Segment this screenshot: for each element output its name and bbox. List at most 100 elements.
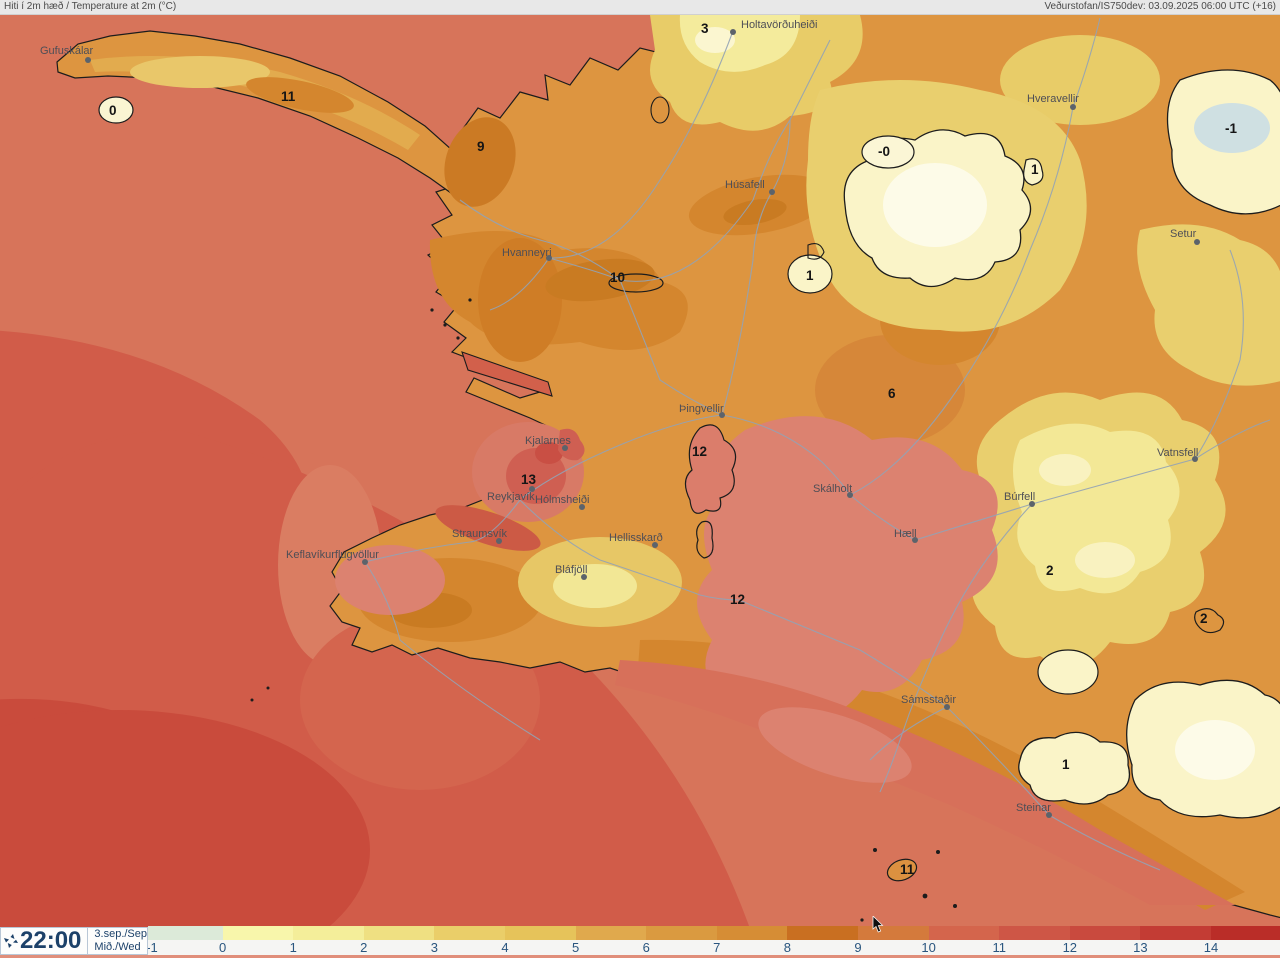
colorbar-tick: 10 bbox=[921, 940, 936, 955]
time-scale-bar: -1 0 1 2 3 4 5 6 7 8 9 10 11 12 13 14 22:00 3.sep./Sep … bbox=[0, 924, 1280, 958]
place-label: Holtavörðuheiði bbox=[741, 19, 818, 31]
pan-arrows-icon bbox=[3, 934, 18, 948]
colorbar-segment bbox=[504, 926, 576, 940]
place-label: Gufuskálar bbox=[40, 45, 94, 57]
place-dot bbox=[847, 492, 853, 498]
time-display-box: 22:00 3.sep./Sep Mið./Wed bbox=[0, 927, 148, 955]
colorbar-segment bbox=[1210, 926, 1280, 940]
place-label: Straumsvík bbox=[452, 528, 508, 540]
temp-contour-label: 1 bbox=[1031, 162, 1039, 177]
place-dot bbox=[579, 504, 585, 510]
place-dot bbox=[1029, 501, 1035, 507]
place-dot bbox=[1070, 104, 1076, 110]
place-label: Kjalarnes bbox=[525, 435, 571, 447]
temp-contour-label: 3 bbox=[701, 21, 709, 36]
colorbar-tick: 3 bbox=[430, 940, 439, 955]
place-dot bbox=[1046, 812, 1052, 818]
temp-contour-label: 11 bbox=[281, 89, 296, 104]
place-dot bbox=[652, 542, 658, 548]
place-dot bbox=[730, 29, 736, 35]
colorbar-segment bbox=[222, 926, 294, 940]
place-dot bbox=[496, 538, 502, 544]
place-dot bbox=[1194, 239, 1200, 245]
colorbar-tick: 7 bbox=[713, 940, 721, 955]
place-label: Búrfell bbox=[1004, 491, 1036, 503]
place-dot bbox=[719, 412, 725, 418]
temperature-colorbar bbox=[148, 926, 1280, 940]
place-dot bbox=[562, 445, 568, 451]
map-title: Hiti í 2m hæð / Temperature at 2m (°C) bbox=[4, 1, 177, 12]
temp-contour-label: 0 bbox=[109, 103, 117, 118]
model-run-info: Veðurstofan/IS750dev: 03.09.2025 06:00 U… bbox=[1044, 1, 1276, 12]
place-label: Reykjavík bbox=[487, 491, 535, 503]
place-label: Setur bbox=[1170, 228, 1197, 240]
place-label: Þingvellir bbox=[679, 403, 724, 415]
colorbar-tick: 12 bbox=[1062, 940, 1078, 955]
colorbar-tick: 1 bbox=[289, 940, 297, 955]
place-label: Hvanneyri bbox=[502, 247, 552, 259]
colorbar-tick: 4 bbox=[501, 940, 509, 955]
place-label: Sámsstaðir bbox=[901, 694, 957, 706]
place-dot bbox=[1192, 456, 1198, 462]
colorbar-tick: 13 bbox=[1133, 940, 1148, 955]
place-label: Vatnsfell bbox=[1157, 447, 1199, 459]
colorbar-tick: -1 bbox=[146, 940, 158, 955]
colorbar-tick: 6 bbox=[642, 940, 650, 955]
place-label: Hveravellir bbox=[1027, 93, 1079, 105]
temp-contour-label: -1 bbox=[1225, 121, 1238, 136]
temp-contour-label: 9 bbox=[477, 139, 485, 154]
forecast-date-line2: Mið./Wed bbox=[94, 941, 141, 953]
mouse-cursor bbox=[872, 916, 884, 933]
place-dot bbox=[529, 486, 535, 492]
temp-contour-label: 2 bbox=[1046, 563, 1054, 578]
colorbar-tick: 5 bbox=[571, 940, 580, 955]
place-label: Skálholt bbox=[813, 483, 853, 495]
colorbar-segment bbox=[434, 926, 505, 940]
colorbar-segment bbox=[787, 926, 858, 940]
colorbar-segment bbox=[716, 926, 788, 940]
forecast-time: 22:00 bbox=[20, 927, 82, 954]
colorbar-segment bbox=[363, 926, 435, 940]
temp-contour-label: 2 bbox=[1200, 611, 1208, 626]
temp-contour-label: 13 bbox=[521, 472, 537, 487]
place-label: Hæll bbox=[894, 528, 917, 540]
colorbar-tick: 8 bbox=[783, 940, 792, 955]
place-dot bbox=[546, 255, 552, 261]
place-dot bbox=[85, 57, 91, 63]
colorbar-segment bbox=[857, 926, 929, 940]
place-dot bbox=[944, 704, 950, 710]
colorbar-segment bbox=[575, 926, 647, 940]
colorbar-segment bbox=[1069, 926, 1141, 940]
temp-contour-label: 1 bbox=[1062, 757, 1070, 772]
forecast-date: 3.sep./Sep Mið./Wed bbox=[87, 928, 147, 954]
temp-contour-label: 1 bbox=[806, 268, 814, 283]
colorbar-segment bbox=[293, 926, 364, 940]
place-dot bbox=[362, 559, 368, 565]
colorbar-tick-labels: -1 0 1 2 3 4 5 6 7 8 9 10 11 12 13 14 bbox=[0, 940, 1280, 956]
bottom-edge-strip bbox=[0, 955, 1280, 958]
colorbar-tick: 11 bbox=[992, 940, 1006, 955]
place-label: Steinar bbox=[1016, 802, 1051, 814]
forecast-date-line1: 3.sep./Sep bbox=[94, 928, 147, 940]
place-label: Hólmsheiði bbox=[535, 494, 590, 506]
colorbar-tick: 2 bbox=[360, 940, 368, 955]
colorbar-segment bbox=[928, 926, 1000, 940]
temp-contour-label: 6 bbox=[888, 386, 896, 401]
temperature-map[interactable]: Gufuskálar Holtavörðuheiði Hveravellir Húsa… bbox=[0, 15, 1280, 958]
colorbar-tick: 0 bbox=[218, 940, 227, 955]
temp-contour-label: 11 bbox=[900, 862, 915, 877]
place-label: Húsafell bbox=[725, 179, 765, 191]
colorbar-segment bbox=[999, 926, 1070, 940]
colorbar-segment bbox=[646, 926, 717, 940]
place-label: Keflavíkurflugvöllur bbox=[286, 549, 379, 561]
temp-contour-label: 12 bbox=[692, 444, 708, 459]
place-dot bbox=[581, 574, 587, 580]
temp-contour-label: 12 bbox=[730, 592, 746, 607]
animation-control-button[interactable] bbox=[1, 928, 20, 954]
colorbar-segment bbox=[1140, 926, 1211, 940]
colorbar-segment bbox=[148, 926, 223, 940]
place-dot bbox=[912, 537, 918, 543]
temp-contour-label: -0 bbox=[878, 144, 891, 159]
title-bar: Hiti í 2m hæð / Temperature at 2m (°C) V… bbox=[0, 0, 1280, 15]
colorbar-tick: 9 bbox=[854, 940, 862, 955]
